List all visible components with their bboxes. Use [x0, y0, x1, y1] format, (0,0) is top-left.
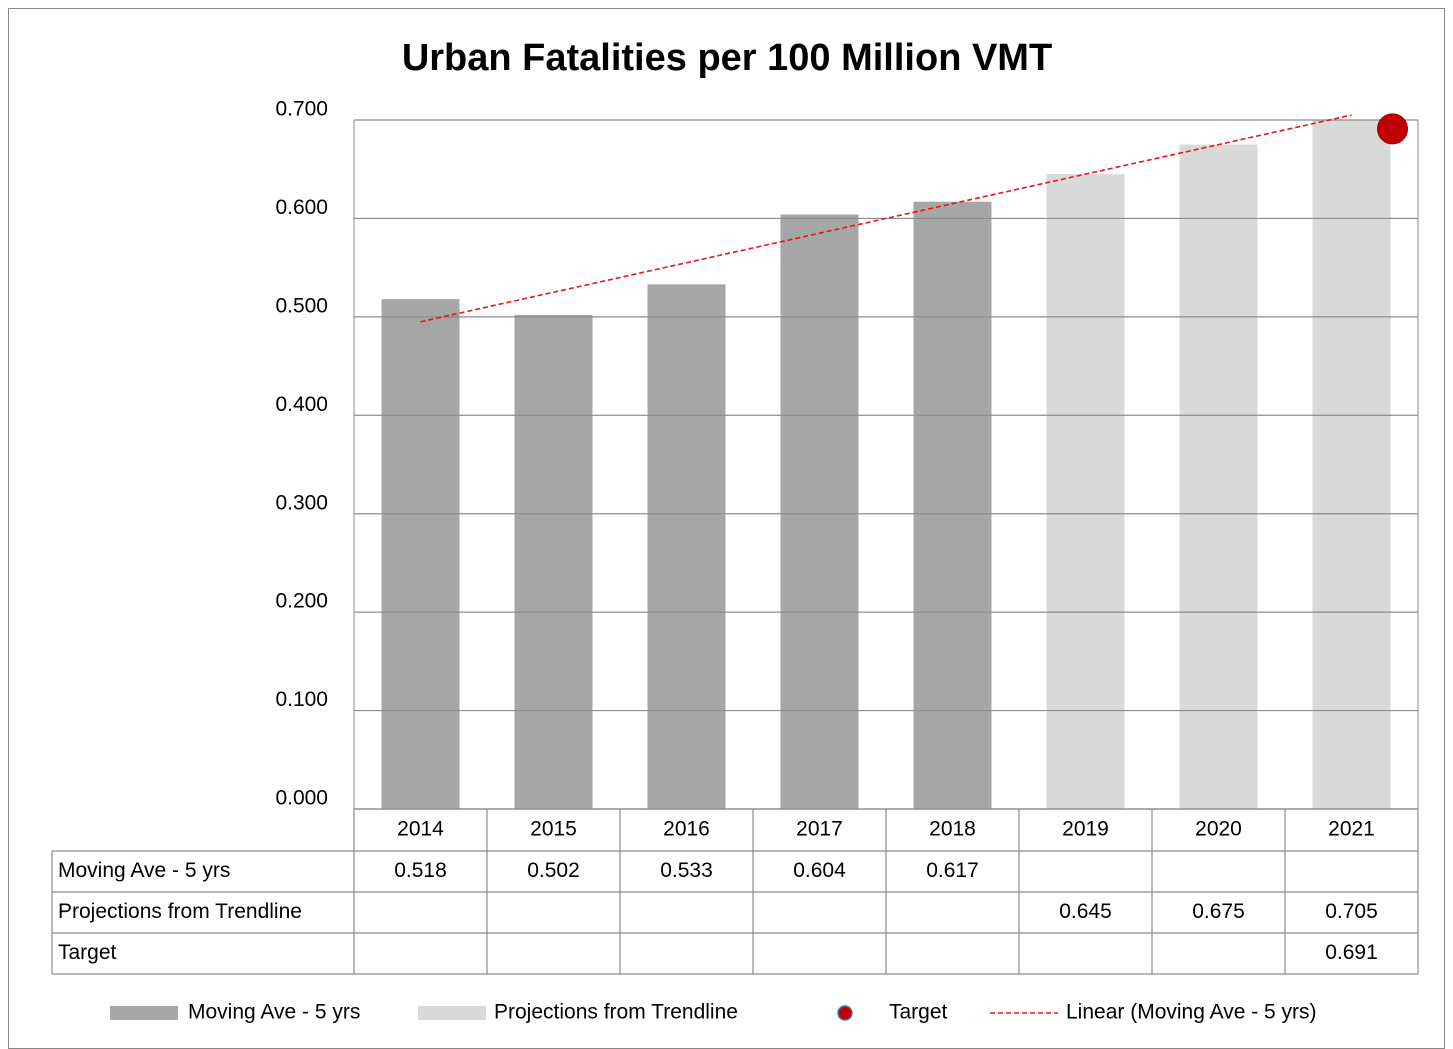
legend-label: Projections from Trendline — [494, 1001, 738, 1024]
x-tick-label: 2015 — [530, 818, 577, 841]
table-row-label: Target — [58, 941, 117, 964]
y-tick-label: 0.700 — [275, 98, 328, 121]
x-tick-label: 2016 — [663, 818, 710, 841]
table-cell: 0.705 — [1325, 900, 1378, 923]
bar — [1046, 174, 1125, 809]
y-tick-label: 0.100 — [275, 688, 328, 711]
x-tick-label: 2021 — [1328, 818, 1375, 841]
x-tick-label: 2018 — [929, 818, 976, 841]
bar — [913, 201, 992, 809]
y-tick-label: 0.000 — [275, 787, 328, 810]
y-tick-label: 0.300 — [275, 491, 328, 514]
bar — [647, 284, 726, 809]
table-cell: 0.533 — [660, 859, 713, 882]
legend-swatch — [110, 1006, 178, 1020]
table-cell: 0.604 — [793, 859, 846, 882]
bar — [381, 299, 460, 809]
y-tick-label: 0.400 — [275, 393, 328, 416]
table-cell: 0.502 — [527, 859, 580, 882]
table-row-label: Moving Ave - 5 yrs — [58, 859, 230, 882]
bar — [1312, 120, 1391, 809]
legend-swatch — [418, 1006, 486, 1020]
bar — [1179, 144, 1258, 809]
table-cell: 0.645 — [1059, 900, 1112, 923]
legend-label: Linear (Moving Ave - 5 yrs) — [1066, 1001, 1317, 1024]
x-tick-label: 2019 — [1062, 818, 1109, 841]
y-tick-label: 0.200 — [275, 590, 328, 613]
table-cell: 0.518 — [394, 859, 447, 882]
chart-title: Urban Fatalities per 100 Million VMT — [402, 37, 1052, 79]
x-tick-label: 2017 — [796, 818, 843, 841]
table-cell: 0.691 — [1325, 941, 1378, 964]
legend-label: Moving Ave - 5 yrs — [188, 1001, 360, 1024]
legend-swatch — [837, 1005, 853, 1021]
table-cell: 0.675 — [1192, 900, 1245, 923]
x-tick-label: 2020 — [1195, 818, 1242, 841]
target-marker — [1377, 113, 1408, 145]
y-tick-label: 0.500 — [275, 294, 328, 317]
x-tick-label: 2014 — [397, 818, 444, 841]
bar — [514, 314, 593, 809]
y-tick-label: 0.600 — [275, 196, 328, 219]
legend-label: Target — [889, 1001, 948, 1024]
plot-area — [381, 120, 1391, 809]
bar — [780, 214, 859, 809]
table-row-label: Projections from Trendline — [58, 900, 302, 923]
table-cell: 0.617 — [926, 859, 979, 882]
trend-line — [420, 114, 1352, 323]
